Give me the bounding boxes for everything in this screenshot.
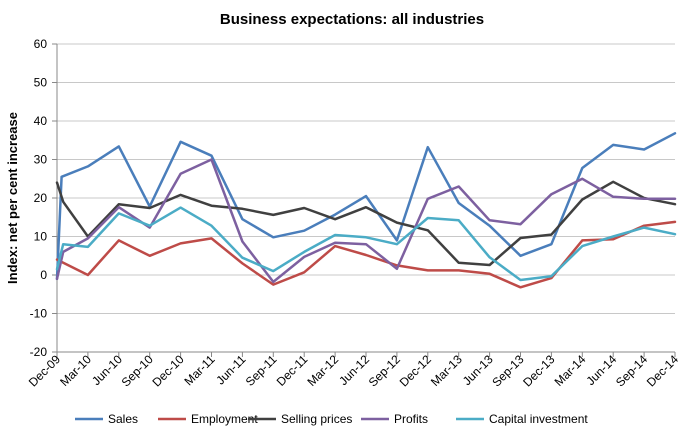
y-tick-label: 40	[34, 114, 48, 128]
y-tick-label: 20	[34, 191, 48, 205]
legend: Sales Employment Selling prices Profits Capi…	[75, 412, 588, 426]
x-tick-label: Mar-12	[304, 352, 341, 389]
x-tick-label: Jun-10	[89, 352, 125, 388]
x-tick-label: Mar-10	[57, 352, 94, 389]
series-line-sales	[55, 132, 677, 281]
legend-label: Selling prices	[281, 412, 352, 426]
x-tick-label: Dec-11	[274, 352, 311, 389]
x-tick-label: Jun-14	[583, 352, 619, 388]
y-tick-label: -10	[30, 307, 48, 321]
series-line-employment	[55, 220, 677, 289]
series-line-capital-investment	[55, 206, 677, 282]
x-axis-ticks: Dec-09Mar-10Jun-10Sep-10Dec-10Mar-11Jun-…	[26, 352, 681, 389]
y-tick-label: 10	[34, 230, 48, 244]
legend-label: Sales	[108, 412, 138, 426]
x-tick-label: Dec-10	[149, 352, 186, 389]
legend-label: Profits	[394, 412, 428, 426]
x-tick-label: Dec-14	[644, 352, 681, 389]
x-tick-label: Mar-13	[428, 352, 465, 389]
x-tick-label: Jun-13	[460, 352, 496, 388]
x-tick-label: Mar-11	[181, 352, 217, 388]
x-tick-label: Dec-13	[520, 352, 557, 389]
x-tick-label: Mar-14	[552, 352, 589, 389]
x-tick-label: Sep-10	[119, 352, 156, 389]
chart-title: Business expectations: all industries	[220, 11, 484, 28]
x-tick-label: Dec-12	[397, 352, 434, 389]
y-tick-label: 50	[34, 76, 48, 90]
y-tick-label: 0	[40, 268, 47, 282]
legend-label: Capital investment	[489, 412, 588, 426]
axes	[56, 44, 675, 353]
series-line-selling-prices	[55, 180, 677, 267]
y-tick-label: -20	[30, 345, 48, 359]
y-axis-ticks: -20 -10 0 10 20 30 40 50 60	[30, 37, 57, 359]
x-tick-label: Sep-13	[489, 352, 526, 389]
x-tick-label: Sep-12	[366, 352, 403, 389]
legend-label: Employment	[191, 412, 258, 426]
x-tick-label: Sep-11	[243, 352, 280, 389]
series-lines	[55, 132, 677, 289]
x-tick-label: Jun-11	[213, 352, 248, 387]
y-tick-label: 30	[34, 153, 48, 167]
y-tick-label: 60	[34, 37, 48, 51]
x-tick-label: Jun-12	[336, 352, 372, 388]
series-line-profits	[55, 158, 677, 284]
y-axis-label: Index: net per cent increase	[5, 112, 20, 284]
x-tick-label: Sep-14	[613, 352, 650, 389]
